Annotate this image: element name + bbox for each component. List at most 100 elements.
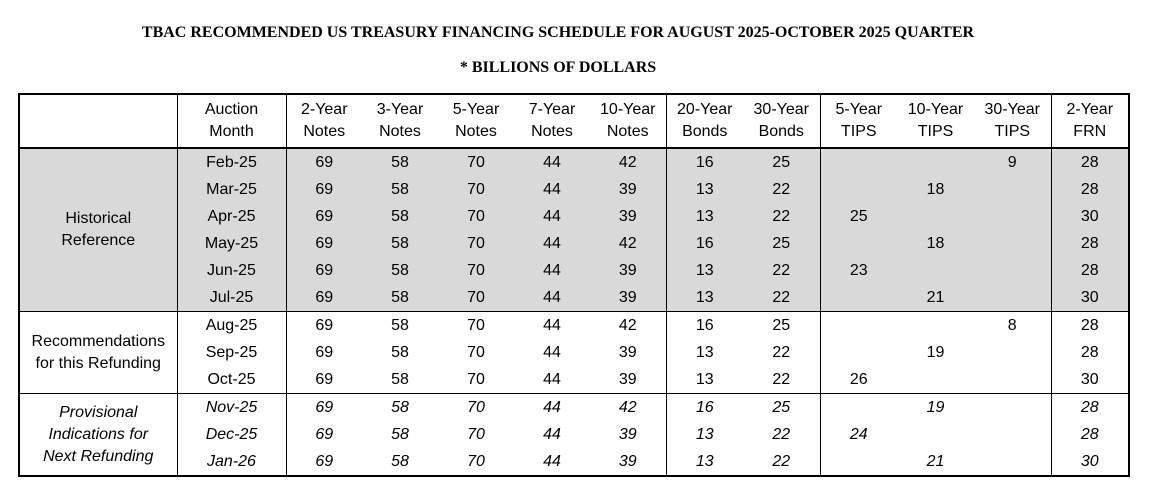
table-row: Dec-25 69 58 70 44 39 13 22 24 28 xyxy=(19,421,1129,448)
cell-5y-notes: 70 xyxy=(438,311,514,339)
cell-2y-notes: 69 xyxy=(315,453,334,470)
cell-5y-tips: 24 xyxy=(819,421,897,448)
cell-30y-tips xyxy=(974,339,1051,366)
table-row: Oct-25 69 58 70 44 39 13 22 26 30 xyxy=(19,366,1129,394)
header-row: Auction Month 2-Year Notes 3-Year Notes 5-Y… xyxy=(19,94,1129,149)
cell-2y-frn: 28 xyxy=(1050,311,1129,339)
cell-30y-bonds: 22 xyxy=(743,176,820,203)
cell-5y-tips xyxy=(819,176,897,203)
cell-5y-tips: 26 xyxy=(819,366,897,394)
cell-2y-frn: 28 xyxy=(1050,257,1129,284)
group-label-historical-reference: Historical Reference xyxy=(19,148,178,312)
cell-2y-notes: 69 xyxy=(315,344,334,361)
cell-10y-tips: 19 xyxy=(897,393,974,421)
cell-2y-frn: 28 xyxy=(1050,339,1129,366)
cell-30y-tips: 8 xyxy=(974,311,1051,339)
cell-30y-tips xyxy=(974,284,1051,312)
table-row: Recommendations for this Refunding Aug-25 6… xyxy=(19,311,1129,394)
cell-2y-notes: 69 xyxy=(315,371,334,388)
cell-10y-notes: 39 xyxy=(590,203,666,230)
financing-schedule-table: Auction Month 2-Year Notes 3-Year Notes 5-Y… xyxy=(18,93,1130,477)
cell-20y-bonds: 16 xyxy=(665,393,743,421)
header-5y-tips: 5-Year TIPS xyxy=(819,94,897,149)
cell-7y-notes: 44 xyxy=(514,203,590,230)
cell-30y-bonds: 25 xyxy=(743,148,820,176)
cell-5y-notes: 70 xyxy=(438,284,514,312)
cell-7y-notes: 44 xyxy=(514,176,590,203)
cell-auction-month: Apr-25 xyxy=(177,203,287,230)
cell-2y-notes: 69 xyxy=(286,203,362,230)
cell-3y-notes: 58 xyxy=(362,311,438,339)
cell-7y-notes: 44 xyxy=(543,453,561,470)
cell-3y-notes: 58 xyxy=(362,148,438,176)
header-3y-notes: 3-Year Notes xyxy=(362,94,438,149)
cell-10y-notes: 42 xyxy=(590,230,666,257)
cell-3y-notes: 58 xyxy=(362,393,438,421)
cell-30y-tips xyxy=(974,203,1051,230)
cell-3y-notes: 58 xyxy=(391,426,409,443)
cell-3y-notes: 58 xyxy=(362,230,438,257)
cell-2y-frn: 30 xyxy=(1050,203,1129,230)
cell-2y-notes: 69 xyxy=(286,311,362,339)
cell-5y-notes: 70 xyxy=(438,257,514,284)
cell-30y-tips xyxy=(974,366,1051,394)
cell-20y-bonds: 13 xyxy=(665,421,743,448)
cell-2y-frn: 28 xyxy=(1050,176,1129,203)
cell-5y-notes: 70 xyxy=(467,453,485,470)
cell-20y-bonds: 13 xyxy=(665,203,743,230)
cell-20y-bonds: 13 xyxy=(665,176,743,203)
cell-30y-bonds: 25 xyxy=(743,230,820,257)
table-row: May-25 69 58 70 44 42 16 25 18 28 xyxy=(19,230,1129,257)
cell-30y-bonds: 25 xyxy=(743,311,820,339)
cell-7y-notes: 44 xyxy=(543,426,561,443)
cell-auction-month: Mar-25 xyxy=(177,176,287,203)
cell-2y-notes: 69 xyxy=(286,148,362,176)
cell-7y-notes: 44 xyxy=(514,148,590,176)
cell-2y-notes: 69 xyxy=(286,284,362,312)
cell-30y-tips xyxy=(974,176,1051,203)
cell-30y-bonds: 22 xyxy=(743,284,820,312)
cell-10y-notes: 39 xyxy=(618,453,637,470)
cell-10y-tips: 18 xyxy=(897,230,974,257)
table-row: Historical Reference Feb-25 69 58 70 44 42 16 25 9… xyxy=(19,148,1129,312)
cell-2y-notes: 69 xyxy=(315,426,334,443)
cell-5y-tips xyxy=(819,393,897,421)
cell-3y-notes: 58 xyxy=(362,176,438,203)
cell-7y-notes: 44 xyxy=(514,393,590,421)
cell-2y-notes: 69 xyxy=(286,176,362,203)
cell-5y-notes: 70 xyxy=(438,176,514,203)
cell-10y-notes: 39 xyxy=(590,257,666,284)
cell-10y-notes: 39 xyxy=(618,426,637,443)
report-subtitle: * BILLIONS OF DOLLARS xyxy=(459,59,657,76)
cell-2y-frn: 30 xyxy=(1050,448,1129,476)
cell-10y-notes: 42 xyxy=(590,148,666,176)
cell-5y-tips xyxy=(819,448,897,476)
cell-5y-tips: 23 xyxy=(819,257,897,284)
header-7y-notes: 7-Year Notes xyxy=(514,94,590,149)
table-row: Mar-25 69 58 70 44 39 13 22 18 28 xyxy=(19,176,1129,203)
cell-3y-notes: 58 xyxy=(362,284,438,312)
cell-5y-tips: 25 xyxy=(819,203,897,230)
cell-3y-notes: 58 xyxy=(362,257,438,284)
header-10y-tips: 10-Year TIPS xyxy=(897,94,974,149)
cell-30y-tips xyxy=(974,448,1051,476)
cell-3y-notes: 58 xyxy=(391,344,409,361)
cell-20y-bonds: 13 xyxy=(665,257,743,284)
cell-30y-tips: 9 xyxy=(974,148,1051,176)
cell-30y-bonds: 22 xyxy=(772,344,791,361)
cell-5y-notes: 70 xyxy=(467,426,485,443)
cell-10y-tips xyxy=(897,203,974,230)
table-row: Jan-26 69 58 70 44 39 13 22 21 30 xyxy=(19,448,1129,476)
cell-5y-notes: 70 xyxy=(438,393,514,421)
cell-2y-frn: 30 xyxy=(1050,284,1129,312)
group-label-recommendations: Recommendations for this Refunding xyxy=(19,311,178,394)
cell-20y-bonds: 16 xyxy=(665,311,743,339)
cell-auction-month: Jul-25 xyxy=(177,284,287,312)
cell-10y-notes: 39 xyxy=(590,176,666,203)
cell-20y-bonds: 16 xyxy=(665,230,743,257)
cell-10y-tips xyxy=(897,148,974,176)
cell-auction-month: May-25 xyxy=(177,230,287,257)
cell-30y-bonds: 22 xyxy=(772,453,791,470)
cell-10y-tips: 21 xyxy=(926,453,945,470)
table-row: Provisional Indications for Next Refunding… xyxy=(19,393,1129,476)
